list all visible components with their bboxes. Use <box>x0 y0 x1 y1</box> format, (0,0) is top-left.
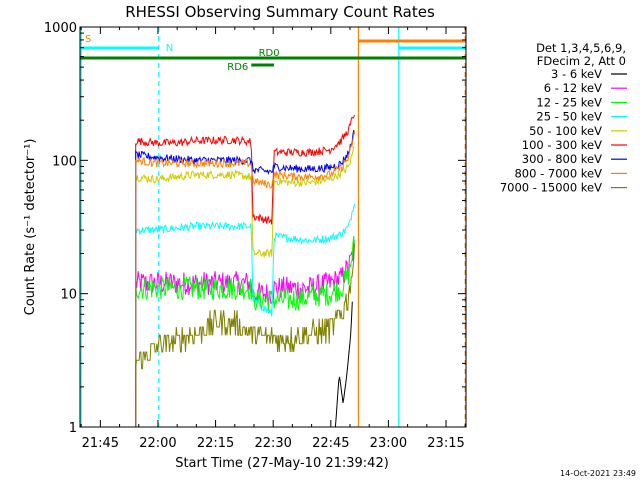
series-4 <box>135 146 355 427</box>
legend-label-3: 25 - 50 keV <box>536 110 602 124</box>
vertical-marker-lines <box>80 27 466 427</box>
legend-header-0: Det 1,3,4,5,6,9, <box>536 41 626 55</box>
series-3 <box>135 203 355 427</box>
x-tick-label-1: 22:00 <box>139 436 176 451</box>
legend-label-7: 800 - 7000 keV <box>514 166 602 180</box>
flag-label-4: RD0 <box>259 48 280 59</box>
legend-label-0: 3 - 6 keV <box>551 67 602 81</box>
series-lines <box>135 114 355 428</box>
legend-label-4: 50 - 100 keV <box>529 124 602 138</box>
legend-label-6: 300 - 800 keV <box>522 152 602 166</box>
series-5 <box>135 114 355 427</box>
x-tick-label-0: 21:45 <box>82 436 119 451</box>
axis-ticks: 21:45 22:00 22:15 22:30 22:45 23:00 23:15 1 10 10… <box>44 21 466 451</box>
legend-label-8: 7000 - 15000 keV <box>500 181 602 195</box>
legend-label-1: 6 - 12 keV <box>544 81 602 95</box>
x-tick-label-4: 22:45 <box>312 436 349 451</box>
flag-label-5: RD6 <box>227 62 248 73</box>
y-tick-label-1: 10 <box>60 288 77 303</box>
y-tick-label-0: 1 <box>69 421 77 436</box>
flag-label-2: N <box>166 43 173 54</box>
flag-label-0: S <box>85 34 91 45</box>
flag-lines: S N RD0 RD6 <box>80 34 466 73</box>
legend: Det 1,3,4,5,6,9,FDecim 2, Att 03 - 6 keV… <box>500 41 627 195</box>
x-tick-label-5: 23:00 <box>370 436 407 451</box>
legend-label-5: 100 - 300 keV <box>522 138 602 152</box>
y-tick-label-3: 1000 <box>44 21 77 36</box>
x-axis-label: Start Time (27-May-10 21:39:42) <box>175 456 389 471</box>
legend-header-1: FDecim 2, Att 0 <box>537 54 626 68</box>
x-tick-label-2: 22:15 <box>197 436 234 451</box>
x-tick-label-3: 22:30 <box>254 436 291 451</box>
series-7 <box>135 130 355 427</box>
series-2 <box>135 236 355 427</box>
chart-title: RHESSI Observing Summary Count Rates <box>125 3 435 21</box>
y-axis-label: Count Rate (s⁻¹ detector⁻¹) <box>23 139 38 316</box>
legend-label-2: 12 - 25 keV <box>536 95 602 109</box>
series-6 <box>135 129 355 427</box>
series-8 <box>135 243 355 427</box>
series-1 <box>135 240 355 427</box>
y-tick-label-2: 100 <box>52 154 77 169</box>
series-0 <box>334 301 353 428</box>
timestamp: 14-Oct-2021 23:49 <box>560 469 636 478</box>
x-tick-label-6: 23:15 <box>427 436 464 451</box>
